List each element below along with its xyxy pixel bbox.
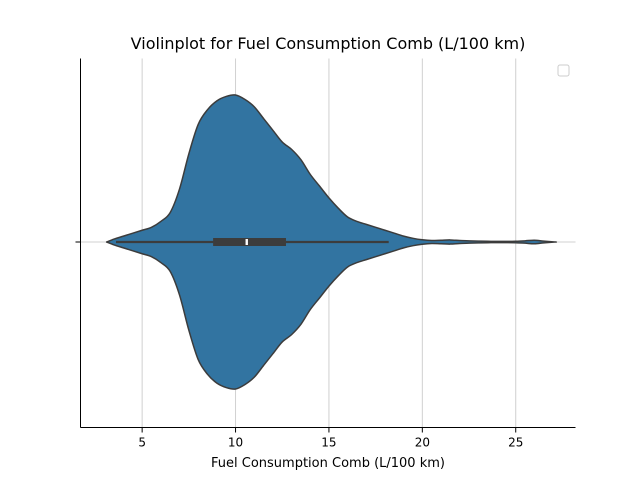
legend-box xyxy=(557,64,570,77)
x-tick-label: 20 xyxy=(415,436,430,450)
x-tick-label: 5 xyxy=(138,436,146,450)
chart-title: Violinplot for Fuel Consumption Comb (L/… xyxy=(131,34,526,53)
iqr-box xyxy=(213,238,286,246)
axes: 5 10 15 20 25 xyxy=(75,58,576,450)
x-axis-label: Fuel Consumption Comb (L/100 km) xyxy=(211,456,445,471)
violin-layer xyxy=(105,94,558,390)
x-tick-label: 25 xyxy=(508,436,523,450)
x-tick-label: 15 xyxy=(321,436,336,450)
x-tick-label: 10 xyxy=(228,436,243,450)
